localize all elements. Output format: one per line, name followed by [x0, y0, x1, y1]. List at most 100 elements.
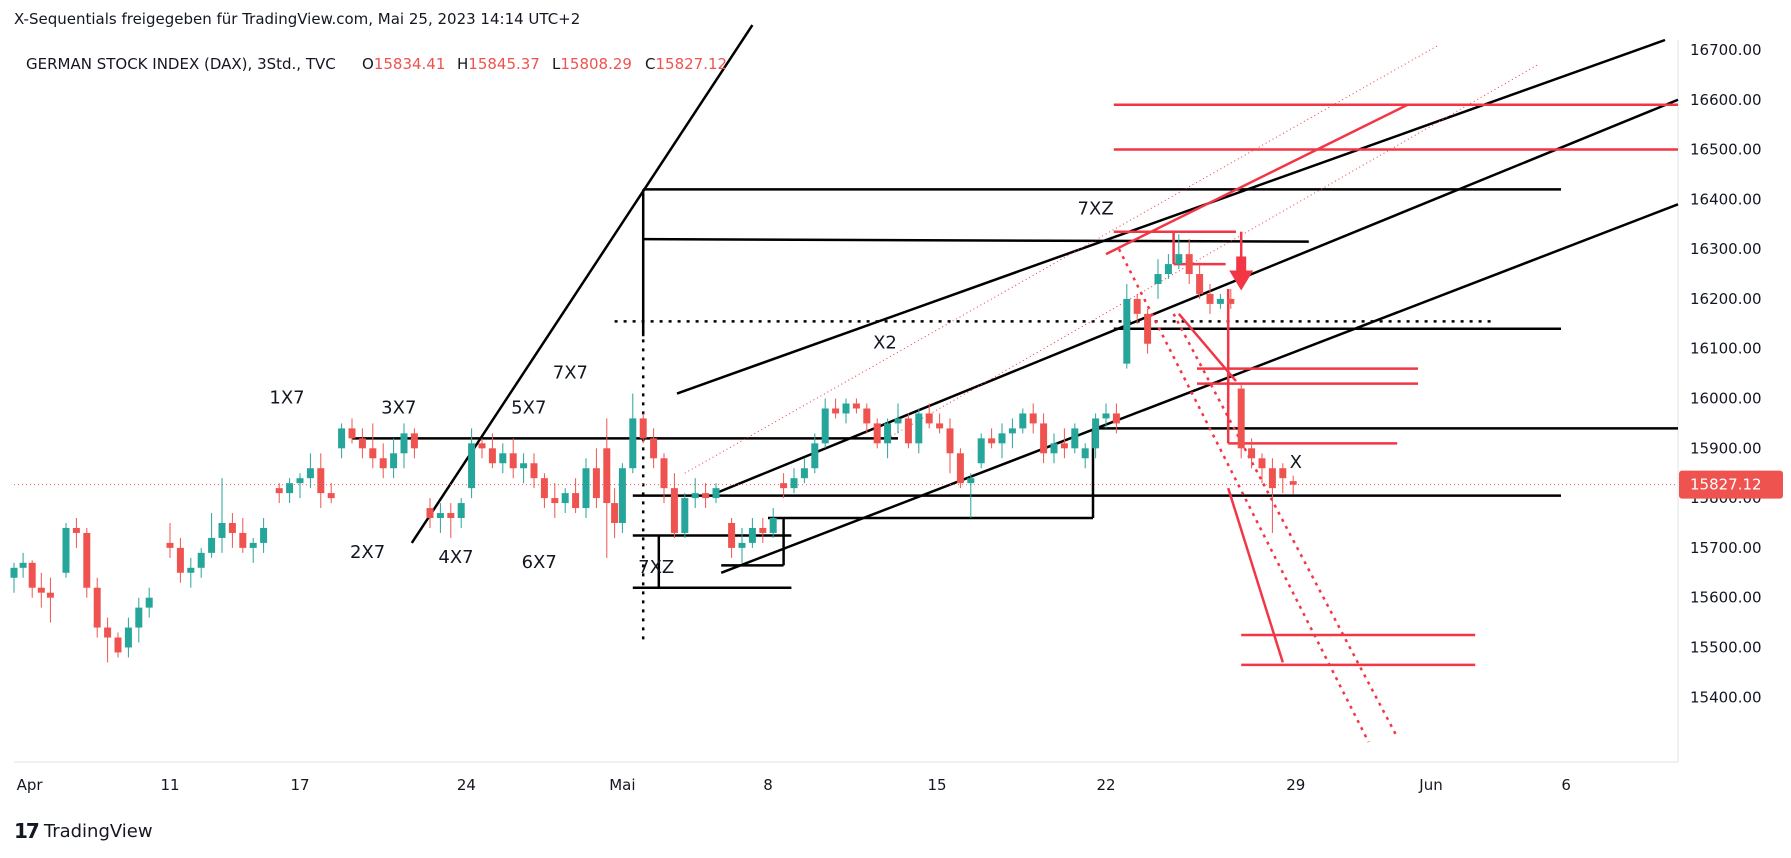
- candle-body: [1081, 448, 1089, 459]
- candle-body: [1206, 293, 1214, 304]
- candle-body: [977, 438, 985, 464]
- candle: [338, 423, 346, 459]
- candle-body: [509, 453, 517, 469]
- x-tick-label: 15: [927, 776, 946, 794]
- candle: [1092, 413, 1100, 459]
- candle: [712, 483, 720, 504]
- candle-body: [728, 522, 736, 548]
- candle: [10, 562, 18, 593]
- candle: [499, 443, 507, 474]
- candle: [1164, 254, 1172, 280]
- candle: [1196, 264, 1204, 299]
- candle-body: [1248, 448, 1256, 459]
- candle: [811, 433, 819, 474]
- candle: [691, 478, 699, 509]
- candle-body: [104, 627, 112, 638]
- candle: [28, 560, 36, 598]
- candle: [478, 438, 486, 459]
- candle-body: [83, 532, 91, 588]
- candle-body: [1289, 481, 1297, 485]
- candle: [1185, 239, 1193, 284]
- annotations: 1X7 2X7 3X7 4X7 5X7 6X7 7X7 7XZ X2 7XZ X: [269, 198, 1302, 578]
- candle: [618, 463, 626, 533]
- candle-body: [811, 443, 819, 469]
- tradingview-logo[interactable]: 17 TradingView: [14, 819, 153, 843]
- candle: [176, 537, 184, 583]
- candle-body: [639, 418, 647, 439]
- candle-body: [1133, 298, 1141, 314]
- time-axis[interactable]: Apr 11 17 24 Mai 8 15 22 29 Jun 6: [17, 776, 1571, 794]
- candle: [1112, 403, 1120, 434]
- candle-body: [239, 532, 247, 548]
- candle: [1248, 438, 1256, 469]
- ohlc-item: H15845.37: [457, 55, 540, 73]
- candle: [748, 518, 756, 548]
- candle-body: [228, 522, 236, 533]
- candle-body: [327, 493, 335, 499]
- candle-body: [936, 423, 944, 429]
- candle: [410, 428, 418, 459]
- candle: [884, 418, 892, 459]
- candle: [936, 413, 944, 434]
- candle-body: [176, 547, 184, 573]
- candle: [603, 418, 611, 558]
- x-tick-label: 17: [290, 776, 309, 794]
- candle-body: [317, 468, 325, 494]
- candle: [582, 458, 590, 519]
- candle: [286, 478, 294, 504]
- x-tick-label: 22: [1096, 776, 1115, 794]
- candle: [1050, 433, 1058, 464]
- candle-body: [488, 448, 496, 464]
- candle-body: [208, 537, 216, 553]
- candle: [83, 527, 91, 598]
- last-price-value: 15827.12: [1690, 476, 1762, 494]
- candle-body: [769, 518, 777, 533]
- candle-body: [37, 587, 45, 593]
- candle-body: [1112, 413, 1120, 424]
- candle: [1123, 283, 1131, 369]
- red-dotted-channel-upper: [684, 44, 1440, 474]
- candle: [915, 408, 923, 454]
- candle: [317, 453, 325, 509]
- candle-body: [379, 458, 387, 469]
- candle-body: [1216, 298, 1224, 304]
- y-tick-label: 15700.00: [1690, 539, 1762, 557]
- candle: [124, 617, 132, 658]
- candle-body: [561, 493, 569, 504]
- candle: [873, 418, 881, 449]
- candle: [1019, 408, 1027, 434]
- candle: [400, 423, 408, 469]
- candle-body: [1071, 428, 1079, 449]
- candle: [46, 577, 54, 623]
- candle-body: [1144, 313, 1152, 344]
- candle: [759, 518, 767, 543]
- red-down-line: [1227, 487, 1284, 663]
- price-axis[interactable]: 16700.00 16600.00 16500.00 16400.00 16300.00…: [1679, 41, 1783, 706]
- candle-body: [1164, 264, 1172, 275]
- candle: [530, 453, 538, 489]
- candle-body: [358, 438, 366, 449]
- candle: [728, 518, 736, 558]
- candle: [988, 428, 996, 449]
- candle: [468, 428, 476, 499]
- annotation-label: X: [1290, 452, 1302, 473]
- x-tick-label: Jun: [1418, 776, 1442, 794]
- candle-body: [1237, 388, 1245, 449]
- candle: [1008, 418, 1016, 449]
- candle-body: [478, 443, 486, 449]
- candle-body: [873, 423, 881, 444]
- candle-body: [712, 488, 720, 499]
- candle-body: [400, 433, 408, 454]
- candle-body: [1196, 274, 1204, 294]
- candle-body: [1102, 413, 1110, 419]
- candle-body: [187, 567, 195, 573]
- candle-body: [670, 488, 678, 533]
- annotation-label: 7X7: [553, 363, 588, 384]
- candle-body: [46, 592, 54, 598]
- candle: [925, 403, 933, 429]
- candle-body: [1050, 443, 1058, 454]
- candle-body: [540, 478, 548, 499]
- candle-body: [925, 413, 933, 424]
- candle-body: [946, 428, 954, 454]
